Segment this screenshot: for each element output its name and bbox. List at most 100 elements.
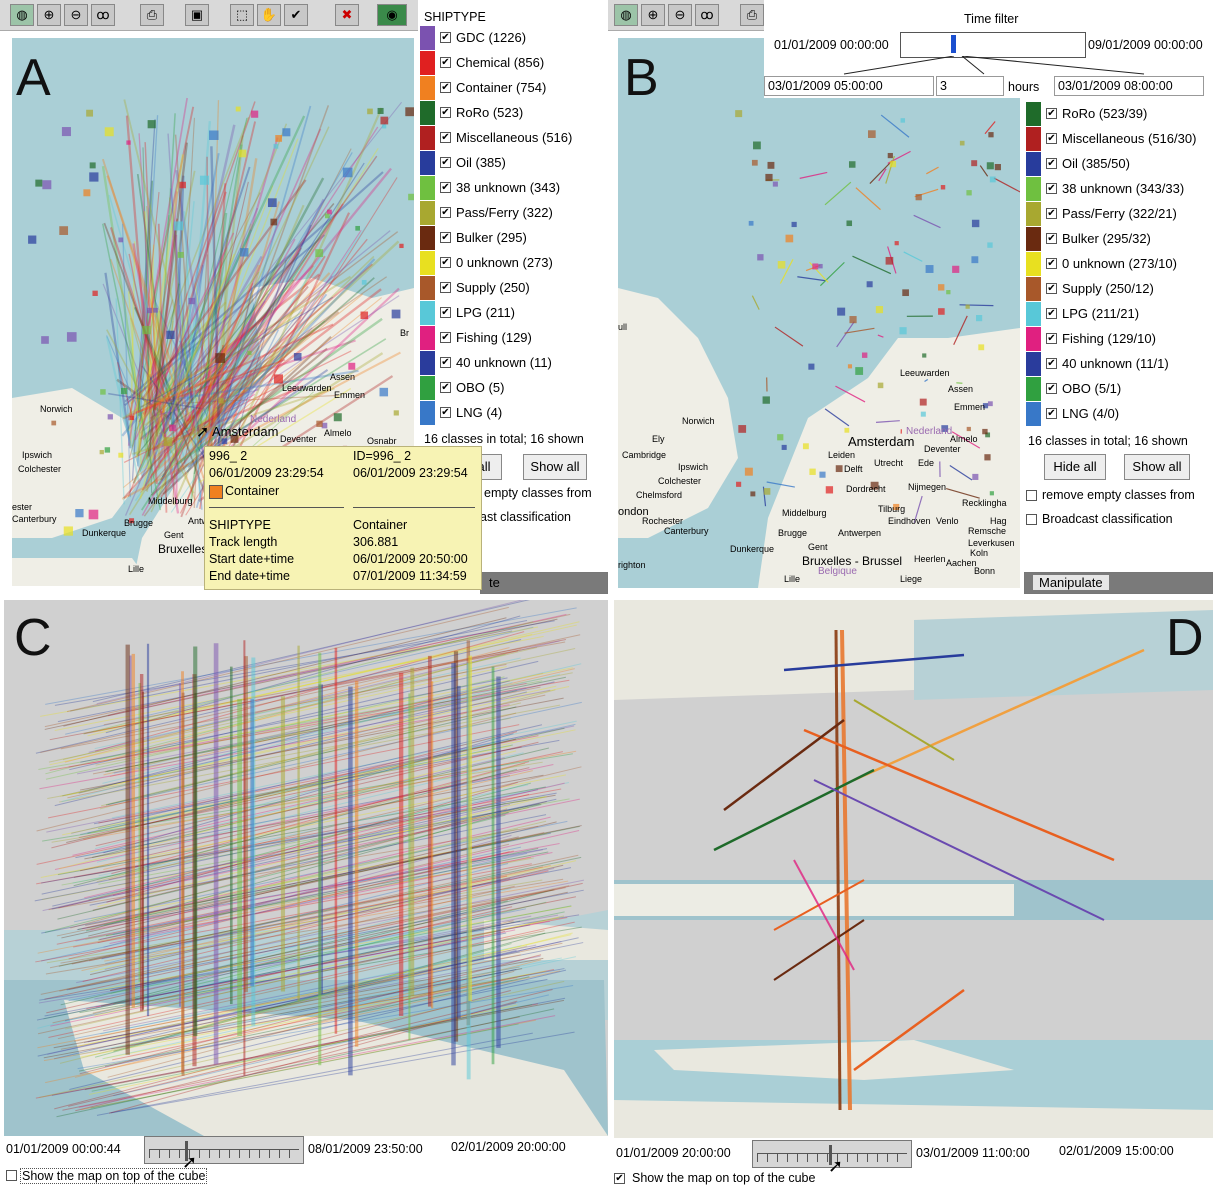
show-map-checkbox[interactable] xyxy=(6,1170,17,1181)
map-b[interactable]: Leeuwarden Assen Emmen Norwich Amsterdam… xyxy=(618,38,1020,588)
slider-thumb[interactable] xyxy=(185,1141,188,1161)
class-checkbox[interactable]: ✔ xyxy=(440,232,451,243)
erase-icon[interactable]: ✖ xyxy=(335,4,359,26)
remove-empty-checkbox[interactable] xyxy=(1026,490,1037,501)
class-checkbox[interactable]: ✔ xyxy=(1046,108,1057,119)
class-checkbox[interactable]: ✔ xyxy=(440,357,451,368)
globe-icon[interactable]: ◍ xyxy=(10,4,34,26)
class-checkbox[interactable]: ✔ xyxy=(1046,133,1057,144)
globe-icon[interactable]: ◍ xyxy=(614,4,638,26)
class-color-swatch[interactable] xyxy=(1026,277,1041,301)
class-color-swatch[interactable] xyxy=(420,26,435,50)
time-filter-thumb[interactable] xyxy=(951,35,956,53)
class-color-swatch[interactable] xyxy=(420,351,435,375)
class-color-swatch[interactable] xyxy=(420,151,435,175)
class-color-swatch[interactable] xyxy=(420,201,435,225)
class-checkbox[interactable]: ✔ xyxy=(440,157,451,168)
check-icon[interactable]: ✔ xyxy=(284,4,308,26)
class-checkbox[interactable]: ✔ xyxy=(1046,258,1057,269)
zoom-out-icon[interactable]: ⊖ xyxy=(668,4,692,26)
class-color-swatch[interactable] xyxy=(1026,302,1041,326)
legend-item[interactable]: ✔ Oil (385/50) xyxy=(1026,152,1212,177)
class-checkbox[interactable]: ✔ xyxy=(440,307,451,318)
class-color-swatch[interactable] xyxy=(1026,252,1041,276)
class-checkbox[interactable]: ✔ xyxy=(440,182,451,193)
class-checkbox[interactable]: ✔ xyxy=(1046,408,1057,419)
cube-time-slider[interactable] xyxy=(144,1136,304,1164)
class-color-swatch[interactable] xyxy=(420,376,435,400)
class-checkbox[interactable]: ✔ xyxy=(1046,233,1057,244)
tab-manipulate[interactable]: Manipulate xyxy=(1024,572,1213,594)
class-color-swatch[interactable] xyxy=(420,126,435,150)
slider-thumb[interactable] xyxy=(829,1145,832,1165)
legend-item[interactable]: ✔ 40 unknown (11/1) xyxy=(1026,352,1212,377)
legend-item[interactable]: ✔ Bulker (295/32) xyxy=(1026,227,1212,252)
binoculars-icon[interactable]: ꝏ xyxy=(695,4,719,26)
class-color-swatch[interactable] xyxy=(1026,102,1041,126)
class-color-swatch[interactable] xyxy=(420,276,435,300)
legend-item[interactable]: ✔ Miscellaneous (516/30) xyxy=(1026,127,1212,152)
class-color-swatch[interactable] xyxy=(1026,227,1041,251)
class-checkbox[interactable]: ✔ xyxy=(1046,283,1057,294)
class-checkbox[interactable]: ✔ xyxy=(440,32,451,43)
class-checkbox[interactable]: ✔ xyxy=(440,107,451,118)
remove-empty-label[interactable]: empty classes from xyxy=(484,486,592,500)
legend-item[interactable]: ✔ OBO (5) xyxy=(420,376,608,401)
class-checkbox[interactable]: ✔ xyxy=(1046,358,1057,369)
class-checkbox[interactable]: ✔ xyxy=(440,57,451,68)
legend-item[interactable]: ✔ LNG (4/0) xyxy=(1026,402,1212,427)
class-color-swatch[interactable] xyxy=(420,226,435,250)
legend-item[interactable]: ✔ 38 unknown (343) xyxy=(420,176,608,201)
class-color-swatch[interactable] xyxy=(420,326,435,350)
legend-item[interactable]: ✔ Miscellaneous (516) xyxy=(420,126,608,151)
time-filter-slider[interactable] xyxy=(900,32,1086,58)
zoom-in-icon[interactable]: ⊕ xyxy=(37,4,61,26)
class-checkbox[interactable]: ✔ xyxy=(440,132,451,143)
hide-all-button[interactable]: Hide all xyxy=(1044,454,1106,480)
layers-icon[interactable]: ◉ xyxy=(377,4,407,26)
save-icon[interactable]: ▣ xyxy=(185,4,209,26)
legend-item[interactable]: ✔ RoRo (523/39) xyxy=(1026,102,1212,127)
legend-item[interactable]: ✔ Pass/Ferry (322/21) xyxy=(1026,202,1212,227)
class-color-swatch[interactable] xyxy=(1026,352,1041,376)
class-color-swatch[interactable] xyxy=(1026,402,1041,426)
legend-item[interactable]: ✔ 40 unknown (11) xyxy=(420,351,608,376)
print-icon[interactable]: ⎙ xyxy=(740,4,764,26)
class-checkbox[interactable]: ✔ xyxy=(1046,333,1057,344)
legend-item[interactable]: ✔ OBO (5/1) xyxy=(1026,377,1212,402)
map-a[interactable]: Leeuwarden Assen Emmen Norwich Amsterdam… xyxy=(12,38,414,586)
window-end-field[interactable]: 03/01/2009 08:00:00 xyxy=(1054,76,1204,96)
class-color-swatch[interactable] xyxy=(1026,377,1041,401)
class-checkbox[interactable]: ✔ xyxy=(440,282,451,293)
select-icon[interactable]: ⬚ xyxy=(230,4,254,26)
legend-item[interactable]: ✔ Chemical (856) xyxy=(420,51,608,76)
class-checkbox[interactable]: ✔ xyxy=(440,257,451,268)
legend-item[interactable]: ✔ 0 unknown (273/10) xyxy=(1026,252,1212,277)
class-color-swatch[interactable] xyxy=(420,401,435,425)
legend-item[interactable]: ✔ GDC (1226) xyxy=(420,26,608,51)
class-checkbox[interactable]: ✔ xyxy=(1046,383,1057,394)
class-checkbox[interactable]: ✔ xyxy=(440,332,451,343)
print-icon[interactable]: ⎙ xyxy=(140,4,164,26)
cube-time-slider[interactable] xyxy=(752,1140,912,1168)
class-color-swatch[interactable] xyxy=(420,76,435,100)
legend-item[interactable]: ✔ LNG (4) xyxy=(420,401,608,426)
legend-item[interactable]: ✔ Oil (385) xyxy=(420,151,608,176)
legend-item[interactable]: ✔ LPG (211) xyxy=(420,301,608,326)
legend-item[interactable]: ✔ Pass/Ferry (322) xyxy=(420,201,608,226)
class-color-swatch[interactable] xyxy=(420,301,435,325)
class-color-swatch[interactable] xyxy=(1026,327,1041,351)
broadcast-checkbox[interactable] xyxy=(1026,514,1037,525)
window-start-field[interactable]: 03/01/2009 05:00:00 xyxy=(764,76,934,96)
legend-item[interactable]: ✔ Fishing (129) xyxy=(420,326,608,351)
class-color-swatch[interactable] xyxy=(420,251,435,275)
legend-item[interactable]: ✔ Container (754) xyxy=(420,76,608,101)
legend-item[interactable]: ✔ LPG (211/21) xyxy=(1026,302,1212,327)
legend-item[interactable]: ✔ 38 unknown (343/33) xyxy=(1026,177,1212,202)
tab-manipulate[interactable]: te xyxy=(480,572,608,594)
class-checkbox[interactable]: ✔ xyxy=(440,82,451,93)
broadcast-label[interactable]: ast classification xyxy=(480,510,572,524)
legend-item[interactable]: ✔ Fishing (129/10) xyxy=(1026,327,1212,352)
class-color-swatch[interactable] xyxy=(1026,152,1041,176)
class-checkbox[interactable]: ✔ xyxy=(1046,183,1057,194)
